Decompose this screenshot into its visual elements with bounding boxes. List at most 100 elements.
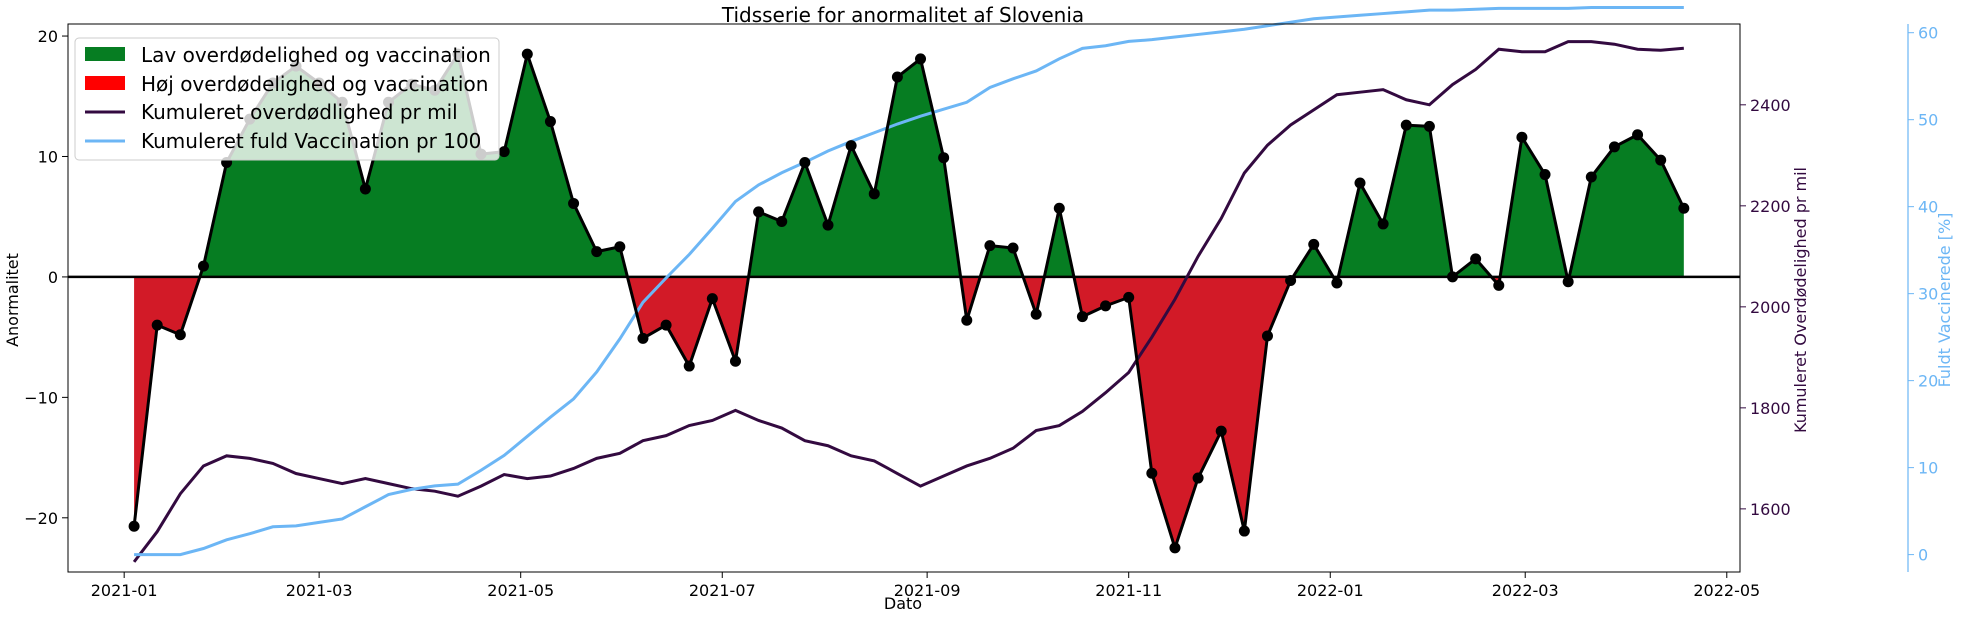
plot-frame xyxy=(67,23,1741,573)
x-tick-label: 2022-05 xyxy=(1693,581,1760,600)
right-tick-label: 1600 xyxy=(1750,500,1791,519)
anomaly-point xyxy=(1285,275,1297,287)
anomaly-point xyxy=(359,183,371,195)
right-tick-label: 2400 xyxy=(1750,96,1791,115)
legend-label-low: Lav overdødelighed og vaccination xyxy=(141,43,491,67)
legend: Lav overdødelighed og vaccination Høj ov… xyxy=(74,37,500,161)
anomaly-point xyxy=(1331,277,1343,289)
anomaly-point xyxy=(1308,238,1320,250)
anomaly-point xyxy=(544,116,556,128)
legend-frame xyxy=(74,37,500,161)
x-tick-label: 2022-03 xyxy=(1492,581,1559,600)
right-tick-label: 2200 xyxy=(1750,197,1791,216)
anomaly-point xyxy=(868,188,880,200)
x-axis-label: Dato xyxy=(884,594,922,613)
anomaly-point xyxy=(1053,202,1065,214)
y-tick-label: 0 xyxy=(48,268,58,287)
anomaly-point xyxy=(498,146,510,158)
anomaly-point xyxy=(660,319,672,331)
right2-tick-label: 50 xyxy=(1918,111,1938,130)
anomaly-point xyxy=(799,157,811,169)
positive-area xyxy=(1338,125,1492,277)
anomaly-point xyxy=(822,219,834,231)
y-tick-label: 20 xyxy=(38,27,58,46)
anomaly-point xyxy=(891,71,903,83)
axes: 2021-01 2021-03 2021-05 2021-07 2021-09 2021-… xyxy=(24,23,1938,600)
anomaly-point xyxy=(1516,131,1528,143)
right2-tick-label: 30 xyxy=(1918,285,1938,304)
anomaly-point xyxy=(1030,308,1042,320)
y-tick-label: −20 xyxy=(24,509,58,528)
anomaly-point xyxy=(521,48,533,60)
anomaly-point xyxy=(637,332,649,344)
anomaly-point xyxy=(1123,291,1135,303)
anomaly-point xyxy=(1470,253,1482,265)
legend-swatch-low xyxy=(85,47,125,61)
anomaly-point xyxy=(1655,154,1667,166)
negative-area xyxy=(1073,276,1293,548)
anomaly-point xyxy=(197,260,209,272)
x-tick-label: 2021-01 xyxy=(91,581,158,600)
right-tick-label: 2000 xyxy=(1750,298,1791,317)
anomaly-point xyxy=(984,240,996,252)
anomaly-point xyxy=(776,216,788,228)
anomaly-point xyxy=(1100,300,1112,312)
negative-area xyxy=(1023,276,1045,315)
anomaly-point xyxy=(706,293,718,305)
x-tick-label: 2021-03 xyxy=(286,581,353,600)
negative-area xyxy=(134,276,200,527)
chart-title: Tidsserie for anormalitet af Slovenia xyxy=(721,3,1084,27)
anomaly-point xyxy=(1400,119,1412,131)
x-tick-label: 2021-09 xyxy=(894,581,961,600)
anomaly-point xyxy=(1261,330,1273,342)
anomaly-point xyxy=(151,319,163,331)
anomaly-point xyxy=(683,360,695,372)
right2-tick-label: 10 xyxy=(1918,459,1938,478)
anomaly-point xyxy=(1539,169,1551,181)
anomaly-point xyxy=(1238,525,1250,537)
anomaly-point xyxy=(845,140,857,152)
x-tick-label: 2021-11 xyxy=(1095,581,1162,600)
legend-swatch-high xyxy=(85,76,125,90)
anomaly-point xyxy=(915,53,927,65)
right2-tick-label: 0 xyxy=(1918,546,1928,565)
excess-mortality-line xyxy=(132,40,1684,563)
anomaly-point xyxy=(1007,242,1019,254)
right-tick-label: 1800 xyxy=(1750,399,1791,418)
y-axis-label: Anormalitet xyxy=(3,253,22,347)
anomaly-point xyxy=(1632,129,1644,141)
anomaly-point xyxy=(1447,271,1459,283)
legend-label-excess: Kumuleret overdødlighed pr mil xyxy=(141,100,458,124)
x-tick-label: 2021-05 xyxy=(487,581,554,600)
positive-area xyxy=(748,58,961,277)
right-axis-label-vaccinated: Fuldt Vaccinerede [%] xyxy=(1935,213,1954,388)
anomaly-point xyxy=(591,246,603,258)
y-tick-label: −10 xyxy=(24,388,58,407)
anomaly-point xyxy=(1562,276,1574,288)
x-tick-label: 2022-01 xyxy=(1297,581,1364,600)
anomaly-point xyxy=(961,314,973,326)
anomaly-point xyxy=(1678,202,1690,214)
negative-area xyxy=(627,276,749,367)
series-lines xyxy=(132,5,1684,563)
anomaly-point xyxy=(1192,472,1204,484)
vaccination-line xyxy=(134,5,1684,557)
anomaly-point xyxy=(753,206,765,218)
anomaly-point xyxy=(1146,467,1158,479)
anomaly-point xyxy=(729,355,741,367)
anomaly-point xyxy=(1169,542,1181,554)
positive-area xyxy=(1044,208,1074,277)
anomaly-point xyxy=(1354,177,1366,189)
anomaly-point xyxy=(1076,311,1088,323)
anomaly-point xyxy=(1585,171,1597,183)
right2-tick-label: 40 xyxy=(1918,198,1938,217)
y-tick-label: 10 xyxy=(38,147,58,166)
anomaly-point xyxy=(1423,120,1435,132)
legend-label-vaccination: Kumuleret fuld Vaccination pr 100 xyxy=(141,129,481,153)
anomaly-point xyxy=(128,520,140,532)
positive-area xyxy=(1292,244,1334,277)
anomaly-point xyxy=(174,329,186,341)
right-axis-label-excess: Kumuleret Overdødelighed pr mil xyxy=(1791,167,1810,433)
legend-label-high: Høj overdødelighed og vaccination xyxy=(141,72,488,96)
